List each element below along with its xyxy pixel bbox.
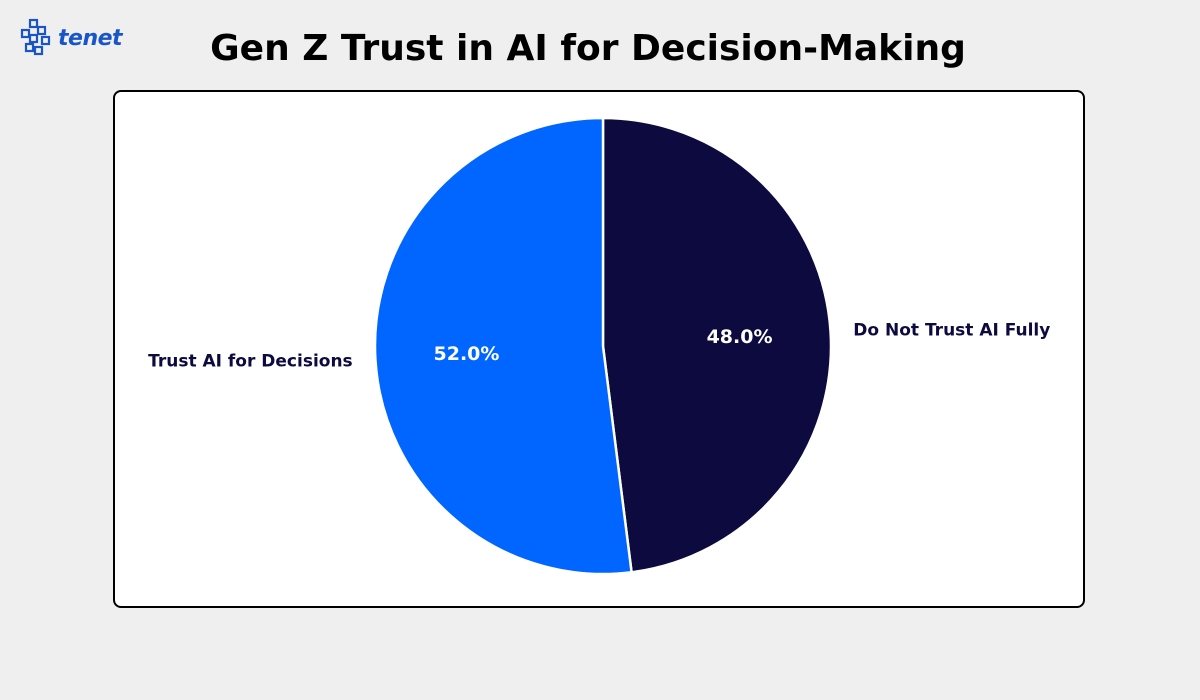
pie-value-label-do-not-trust-ai-fully: 48.0% [707, 326, 773, 348]
pie-slice-trust-ai-for-decisions [373, 116, 633, 576]
pie-value-label-trust-ai-for-decisions: 52.0% [434, 343, 500, 365]
brand-logo: tenet [20, 18, 123, 58]
tenet-logo-icon [20, 18, 51, 56]
pie-slice-do-not-trust-ai-fully [601, 116, 833, 574]
brand-name: tenet [58, 25, 123, 51]
pie-category-label-trust-ai-for-decisions: Trust AI for Decisions [148, 352, 353, 372]
pie-chart: 48.0% Do Not Trust AI Fully 52.0% Trust AI … [148, 116, 1050, 576]
pie-category-label-do-not-trust-ai-fully: Do Not Trust AI Fully [853, 320, 1050, 340]
chart-panel: 48.0% Do Not Trust AI Fully 52.0% Trust AI … [113, 90, 1085, 608]
chart-title: Gen Z Trust in AI for Decision-Making [210, 28, 966, 69]
